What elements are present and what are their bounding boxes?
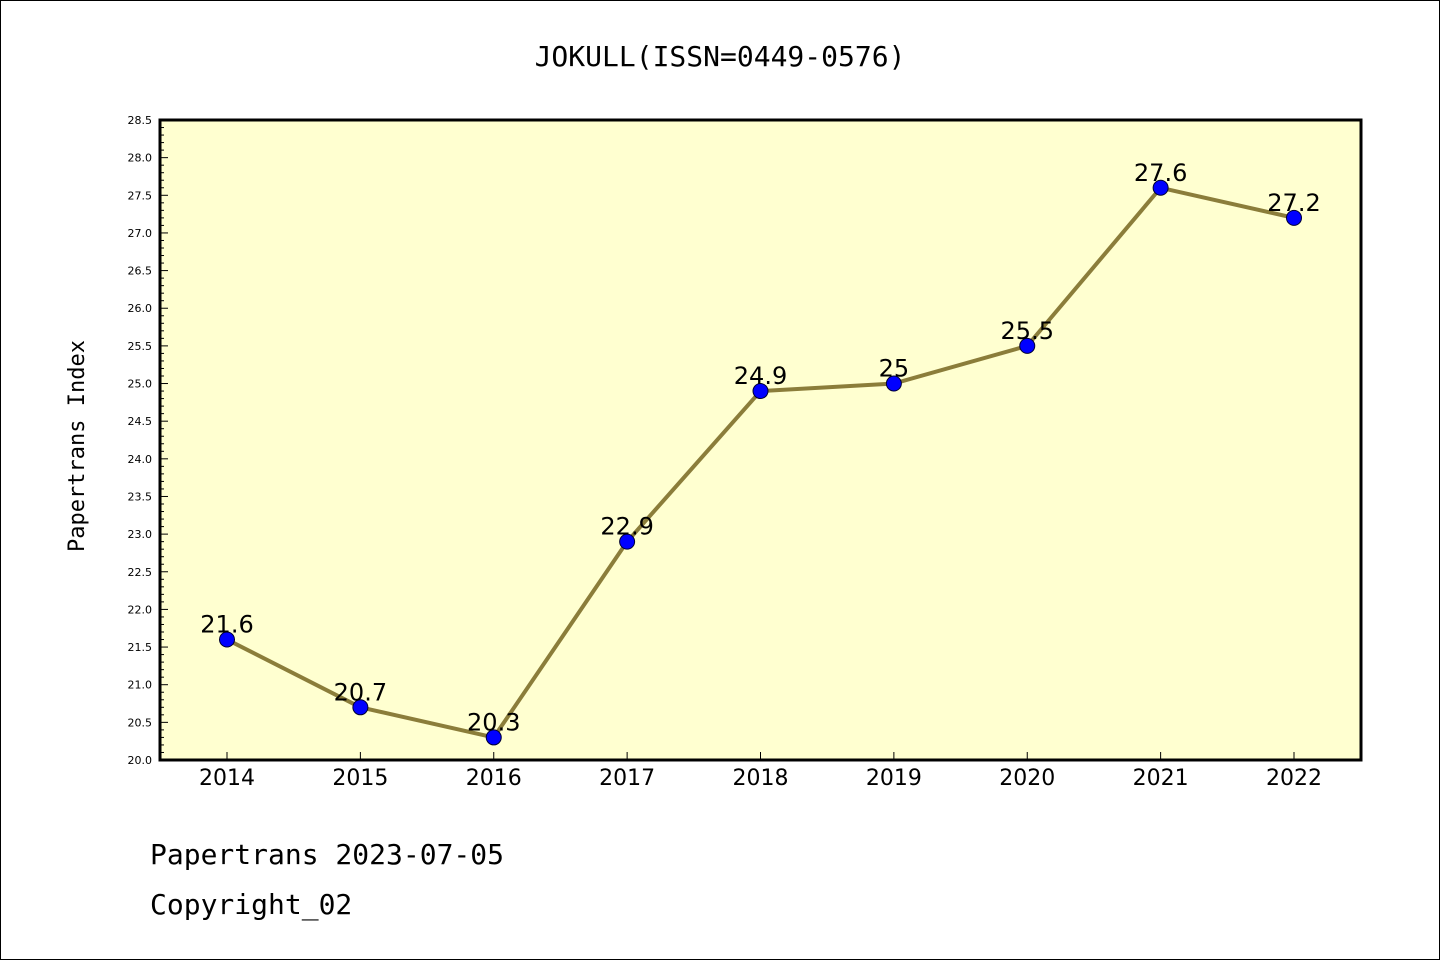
x-tick-label: 2020 <box>999 766 1055 791</box>
data-point <box>352 699 369 716</box>
data-point <box>485 729 502 746</box>
y-tick-label: 24.5 <box>128 415 153 428</box>
data-label: 27.6 <box>1134 159 1187 187</box>
y-tick-label: 20.5 <box>128 716 153 729</box>
x-tick-label: 2017 <box>599 766 655 791</box>
y-axis-label: Papertrans Index <box>65 340 90 552</box>
plot-area <box>158 118 1363 762</box>
y-tick-label: 22.0 <box>128 603 153 616</box>
y-tick-label: 28.0 <box>128 152 153 165</box>
series-group: 21.6 20.7 20.3 22.9 24.9 25 25.5 27.6 27.2 <box>200 159 1321 746</box>
x-tick-label: 2021 <box>1133 766 1189 791</box>
data-label: 21.6 <box>200 611 253 639</box>
data-label: 25.5 <box>1001 317 1054 345</box>
y-tick-label: 25.5 <box>128 340 153 353</box>
x-tick-label: 2015 <box>332 766 388 791</box>
data-label: 20.3 <box>467 708 520 736</box>
data-label: 27.2 <box>1267 189 1320 217</box>
data-point <box>752 383 769 400</box>
y-tick-label: 25.0 <box>128 378 153 391</box>
data-label: 25 <box>879 355 910 383</box>
y-tick-label: 20.0 <box>128 754 153 767</box>
footer-date: Papertrans 2023-07-05 <box>150 838 504 871</box>
x-tick-label: 2018 <box>733 766 789 791</box>
data-point <box>219 631 235 648</box>
y-tick-label: 26.5 <box>128 265 153 278</box>
footer-copyright: Copyright_02 <box>150 888 352 922</box>
y-tick-label: 27.5 <box>128 189 153 202</box>
x-tick-label: 2014 <box>199 766 255 791</box>
data-point <box>1152 179 1169 196</box>
y-tick-label: 22.5 <box>128 566 153 579</box>
data-point <box>1019 337 1036 354</box>
y-tick-label: 26.0 <box>128 302 153 315</box>
data-label: 20.7 <box>334 678 387 706</box>
y-tick-label: 24.0 <box>128 453 153 466</box>
y-axis: 20.0 20.5 21.0 21.5 22.0 22.5 23.0 23.5 24.0 24.5… <box>128 114 168 767</box>
x-axis: 2014 2015 2016 2017 2018 2019 2020 2021 2022 <box>199 752 1322 791</box>
y-tick-label: 27.0 <box>128 227 153 240</box>
x-tick-label: 2022 <box>1266 766 1322 791</box>
x-tick-label: 2019 <box>866 766 922 791</box>
y-tick-label: 23.0 <box>128 528 153 541</box>
y-tick-label: 23.5 <box>128 490 153 503</box>
data-point <box>885 375 902 392</box>
data-point <box>619 533 636 550</box>
chart-title: JOKULL(ISSN=0449-0576) <box>535 40 906 73</box>
y-tick-label: 21.5 <box>128 641 153 654</box>
data-label: 24.9 <box>734 362 787 390</box>
data-label: 22.9 <box>600 513 653 541</box>
data-point <box>1286 209 1302 226</box>
y-tick-label: 28.5 <box>128 114 153 127</box>
x-tick-label: 2016 <box>466 766 522 791</box>
y-tick-label: 21.0 <box>128 679 153 692</box>
